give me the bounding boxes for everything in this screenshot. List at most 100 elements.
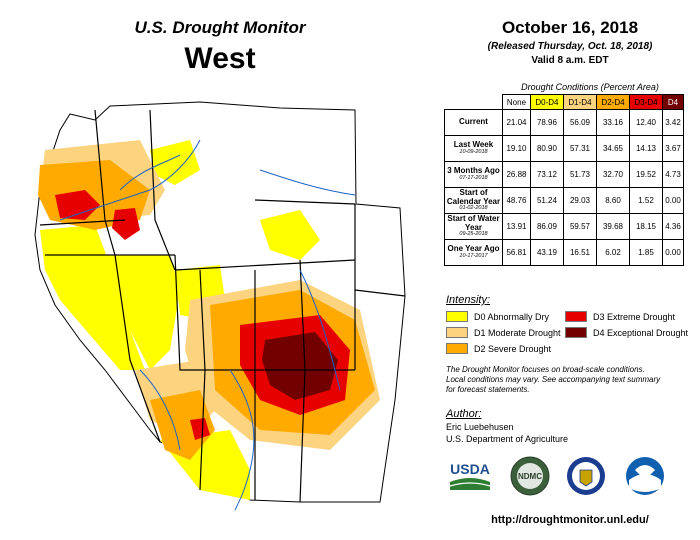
col-header: D3-D4 [628, 94, 664, 110]
table-cell: 73.12 [529, 161, 564, 188]
d3-area-arizona [190, 418, 210, 440]
table-cell: 4.73 [662, 161, 684, 188]
rivers [59, 139, 356, 511]
table-cell: 19.52 [628, 161, 664, 188]
region-title: West [184, 42, 256, 75]
table-cell: 3.67 [662, 135, 684, 162]
legend-item-d0: D0 Abnormally Dry [446, 311, 549, 322]
table-cell: 39.68 [595, 213, 631, 240]
row-label: Start of Calendar Year 01-02-2018 [444, 187, 503, 214]
table-header-row: None D0-D4 D1-D4 D2-D4 D3-D4 D4 [445, 94, 684, 110]
table-row: 3 Months Ago 07-17-2018 26.88 73.12 51.73 32.… [444, 161, 684, 188]
legend-item-d2: D2 Severe Drought [446, 343, 551, 354]
author-name: Eric Luebehusen [446, 422, 514, 432]
d3-area-oregon [55, 190, 100, 220]
legend-swatch-d2 [446, 343, 468, 354]
table-cell: 3.42 [662, 109, 684, 136]
d0-area-wyoming [260, 210, 320, 260]
note-line: The Drought Monitor focuses on broad-sca… [446, 365, 645, 374]
ndmc-logo-text: NDMC [518, 472, 542, 481]
table-cell: 19.10 [502, 135, 531, 162]
table-cell: 1.85 [628, 239, 664, 266]
map-title: U.S. Drought Monitor [134, 18, 306, 37]
table-row: Last Week 10-09-2018 19.10 80.90 57.31 34.65 1… [444, 135, 684, 162]
col-header: D1-D4 [562, 94, 597, 110]
legend-label-d4: D4 Exceptional Drought [593, 327, 689, 338]
table-cell: 33.16 [595, 109, 631, 136]
table-cell: 21.04 [502, 109, 531, 136]
table-cell: 18.15 [628, 213, 664, 240]
table-cell: 8.60 [595, 187, 631, 214]
drought-conditions-table: None D0-D4 D1-D4 D2-D4 D3-D4 D4 Current 2… [444, 94, 684, 266]
usda-logo-text: USDA [450, 461, 490, 477]
row-label: Last Week 10-09-2018 [444, 135, 503, 162]
legend-swatch-d4 [565, 327, 587, 338]
row-label-text: Last Week [453, 140, 494, 150]
table-cell: 1.52 [628, 187, 664, 214]
legend-item-d4: D4 Exceptional Drought [565, 327, 688, 338]
disclaimer-note: The Drought Monitor focuses on broad-sca… [446, 365, 700, 395]
legend-title: Intensity: [446, 294, 491, 306]
department-of-commerce-seal-icon[interactable] [566, 456, 606, 496]
row-label-date: 10-17-2017 [459, 252, 488, 259]
row-label-date: 01-02-2018 [459, 205, 488, 211]
author-organization: U.S. Department of Agriculture [446, 434, 569, 444]
table-cell: 80.90 [529, 135, 564, 162]
legend-label-d3: D3 Extreme Drought [593, 311, 676, 322]
row-label-text: 3 Months Ago [447, 166, 500, 176]
table-cell: 56.81 [502, 239, 531, 266]
date-block: October 16, 2018 (Released Thursday, Oct… [440, 18, 700, 66]
table-cell: 51.73 [562, 161, 597, 188]
row-label-date: 07-17-2018 [459, 174, 488, 181]
table-cell: 34.65 [595, 135, 631, 162]
legend-swatch-d1 [446, 327, 468, 338]
d0-area-west-coast [40, 225, 145, 370]
map-date: October 16, 2018 [501, 18, 639, 37]
conditions-caption: Drought Conditions (Percent Area) [521, 82, 659, 92]
legend-item-d1: D1 Moderate Drought [446, 327, 561, 338]
table-row: Current 21.04 78.96 56.09 33.16 12.40 3.42 [444, 109, 684, 136]
row-label-text: Start of Water Year [447, 214, 500, 232]
legend-label-d1: D1 Moderate Drought [474, 327, 561, 338]
table-cell: 43.19 [529, 239, 564, 266]
d4-area-four-corners [262, 332, 338, 400]
col-header: D2-D4 [595, 94, 631, 110]
table-cell: 78.96 [529, 109, 564, 136]
table-row: Start of Water Year 09-25-2018 13.91 86.09 5… [444, 213, 684, 240]
table-cell: 6.02 [595, 239, 631, 266]
website-link[interactable]: http://droughtmonitor.unl.edu/ [491, 514, 649, 526]
note-line: for forecast statements. [446, 385, 530, 394]
table-cell: 0.00 [662, 239, 684, 266]
ndmc-logo[interactable]: NDMC [510, 456, 550, 496]
table-cell: 32.70 [595, 161, 631, 188]
valid-time: Valid 8 a.m. EDT [531, 55, 609, 66]
row-label-text: One Year Ago [447, 244, 500, 254]
drought-map [0, 70, 440, 540]
table-cell: 56.09 [562, 109, 597, 136]
table-cell: 14.13 [628, 135, 664, 162]
table-cell: 13.91 [502, 213, 531, 240]
row-label: Current [444, 109, 503, 136]
table-row: Start of Calendar Year 01-02-2018 48.76 51.… [444, 187, 684, 214]
legend-swatch-d0 [446, 311, 468, 322]
legend-swatch-d3 [565, 311, 587, 322]
usda-logo[interactable]: USDA [446, 456, 494, 494]
table-corner [445, 95, 503, 110]
row-label-date: 10-09-2018 [459, 148, 488, 155]
row-label: 3 Months Ago 07-17-2018 [444, 161, 503, 188]
d0-area-montana [150, 140, 200, 185]
legend-item-d3: D3 Extreme Drought [565, 311, 675, 322]
legend-label-d2: D2 Severe Drought [474, 343, 552, 354]
noaa-logo-icon[interactable] [625, 456, 665, 496]
table-cell: 59.57 [562, 213, 597, 240]
d0-area-nevada [100, 255, 180, 370]
release-date: (Released Thursday, Oct. 18, 2018) [487, 41, 653, 52]
row-label: Start of Water Year 09-25-2018 [444, 213, 503, 240]
state-borders [39, 109, 406, 503]
col-header: None [502, 94, 531, 110]
table-cell: 4.36 [662, 213, 684, 240]
table-row: One Year Ago 10-17-2017 56.81 43.19 16.51 6.0… [444, 239, 684, 266]
table-cell: 12.40 [628, 109, 664, 136]
row-label-date: 09-25-2018 [459, 231, 488, 237]
note-line: Local conditions may vary. See accompany… [446, 375, 661, 384]
